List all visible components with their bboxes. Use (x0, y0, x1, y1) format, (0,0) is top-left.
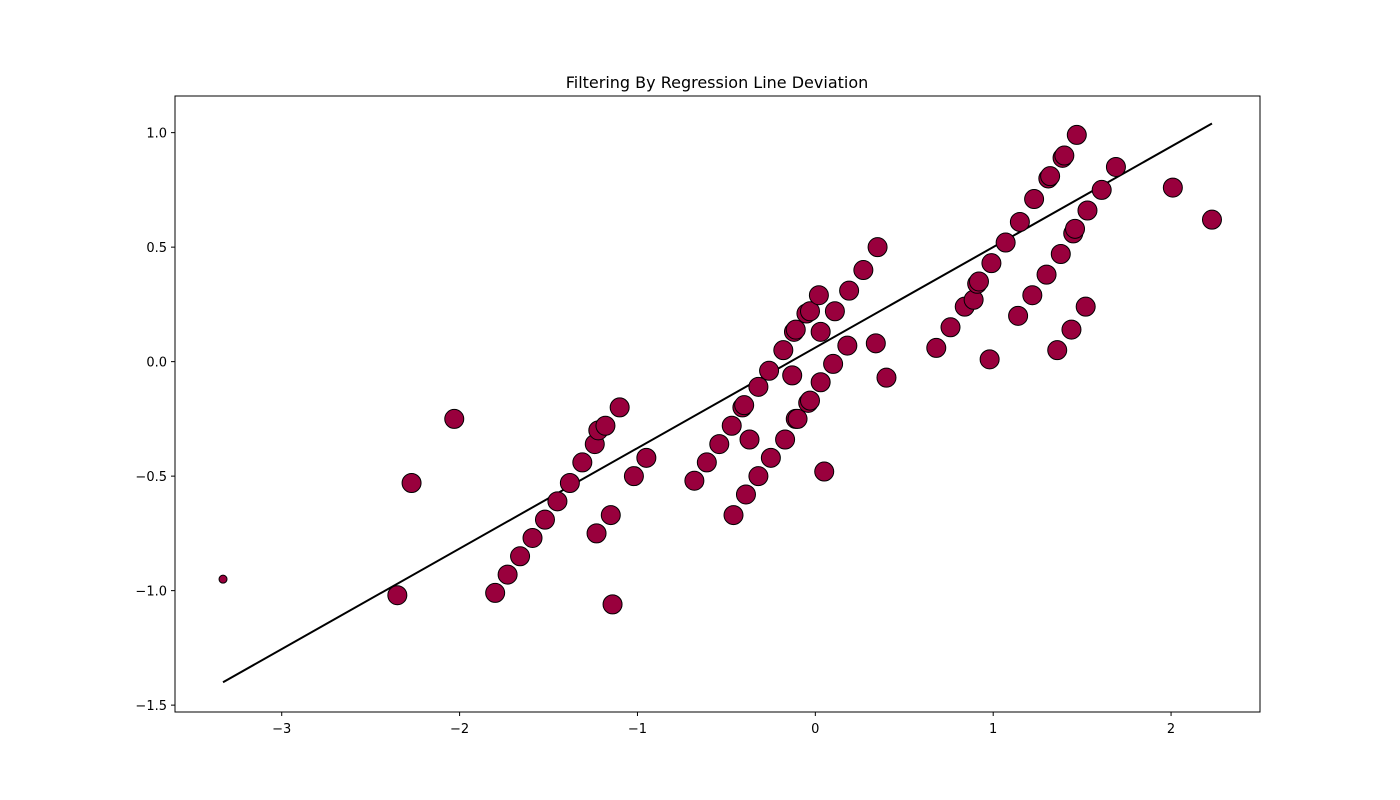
data-point (734, 395, 755, 416)
data-point (773, 340, 794, 361)
data-point (782, 365, 803, 386)
data-point (1036, 264, 1057, 285)
x-tick-label: 1 (989, 722, 997, 737)
data-point (1162, 177, 1183, 198)
x-tick-label: 0 (811, 722, 819, 737)
data-point (995, 232, 1016, 253)
data-point (387, 585, 408, 606)
data-point (940, 317, 961, 338)
y-tick-label: −1.5 (135, 699, 167, 714)
data-point (595, 415, 616, 436)
data-point (1065, 218, 1086, 239)
data-point (1201, 209, 1222, 230)
regression-line (222, 122, 1213, 684)
data-point (837, 335, 858, 356)
data-point (1077, 200, 1098, 221)
data-point (547, 491, 568, 512)
data-point (748, 376, 769, 397)
data-point (1040, 166, 1061, 187)
data-point (600, 505, 621, 526)
data-point (823, 353, 844, 374)
data-point (1061, 319, 1082, 340)
data-point (775, 429, 796, 450)
data-point (709, 434, 730, 455)
data-point (723, 505, 744, 526)
data-point (1091, 179, 1112, 200)
data-point (760, 447, 781, 468)
data-point (534, 509, 555, 530)
data-point (572, 452, 593, 473)
data-point (1047, 340, 1068, 361)
data-point (926, 337, 947, 358)
data-point (808, 285, 829, 306)
data-point (510, 546, 531, 567)
data-point (1050, 244, 1071, 265)
y-tick-label: 1.0 (146, 127, 167, 142)
data-point (1066, 124, 1087, 145)
data-point (696, 452, 717, 473)
y-tick-label: 0.5 (146, 241, 167, 256)
data-point (1054, 145, 1075, 166)
data-point (1022, 285, 1043, 306)
y-axis: −1.5 −1.0 −0.5 0.0 0.5 1.0 (135, 127, 175, 714)
data-point (865, 333, 886, 354)
data-point (735, 484, 756, 505)
data-point (876, 367, 897, 388)
data-point (810, 372, 831, 393)
data-point (810, 321, 831, 342)
data-point (721, 415, 742, 436)
data-point (522, 527, 543, 548)
data-point (485, 582, 506, 603)
data-point (968, 271, 989, 292)
data-point (814, 461, 835, 482)
data-point (853, 260, 874, 281)
data-point (787, 408, 808, 429)
data-point (739, 429, 760, 450)
outlier-point (218, 574, 228, 584)
data-point (684, 470, 705, 491)
data-point (799, 390, 820, 411)
data-point (799, 301, 820, 322)
x-tick-label: 2 (1167, 722, 1175, 737)
data-point (586, 523, 607, 544)
data-point (1008, 305, 1029, 326)
y-tick-label: −0.5 (135, 470, 167, 485)
data-point (636, 447, 657, 468)
x-tick-label: −3 (272, 722, 291, 737)
data-point (602, 594, 623, 615)
data-point (497, 564, 518, 585)
data-point (824, 301, 845, 322)
data-point (759, 360, 780, 381)
data-point (401, 473, 422, 494)
data-point (1105, 156, 1126, 177)
data-point (609, 397, 630, 418)
x-tick-label: −1 (628, 722, 647, 737)
x-tick-label: −2 (450, 722, 469, 737)
data-points-layer (218, 124, 1222, 615)
data-point (785, 319, 806, 340)
data-point (1075, 296, 1096, 317)
data-point (444, 408, 465, 429)
data-point (1024, 189, 1045, 210)
data-point (979, 349, 1000, 370)
regression-line-layer (222, 122, 1213, 684)
y-tick-label: 0.0 (146, 356, 167, 371)
data-point (981, 253, 1002, 274)
data-point (1009, 211, 1030, 232)
chart-title: Filtering By Regression Line Deviation (566, 73, 869, 92)
data-point (748, 466, 769, 487)
y-tick-label: −1.0 (135, 585, 167, 600)
data-point (839, 280, 860, 301)
plot-area-frame (174, 95, 1261, 713)
data-point (559, 473, 580, 494)
data-point (867, 237, 888, 258)
data-point (623, 466, 644, 487)
x-axis: −3 −2 −1 0 1 2 (272, 712, 1175, 737)
